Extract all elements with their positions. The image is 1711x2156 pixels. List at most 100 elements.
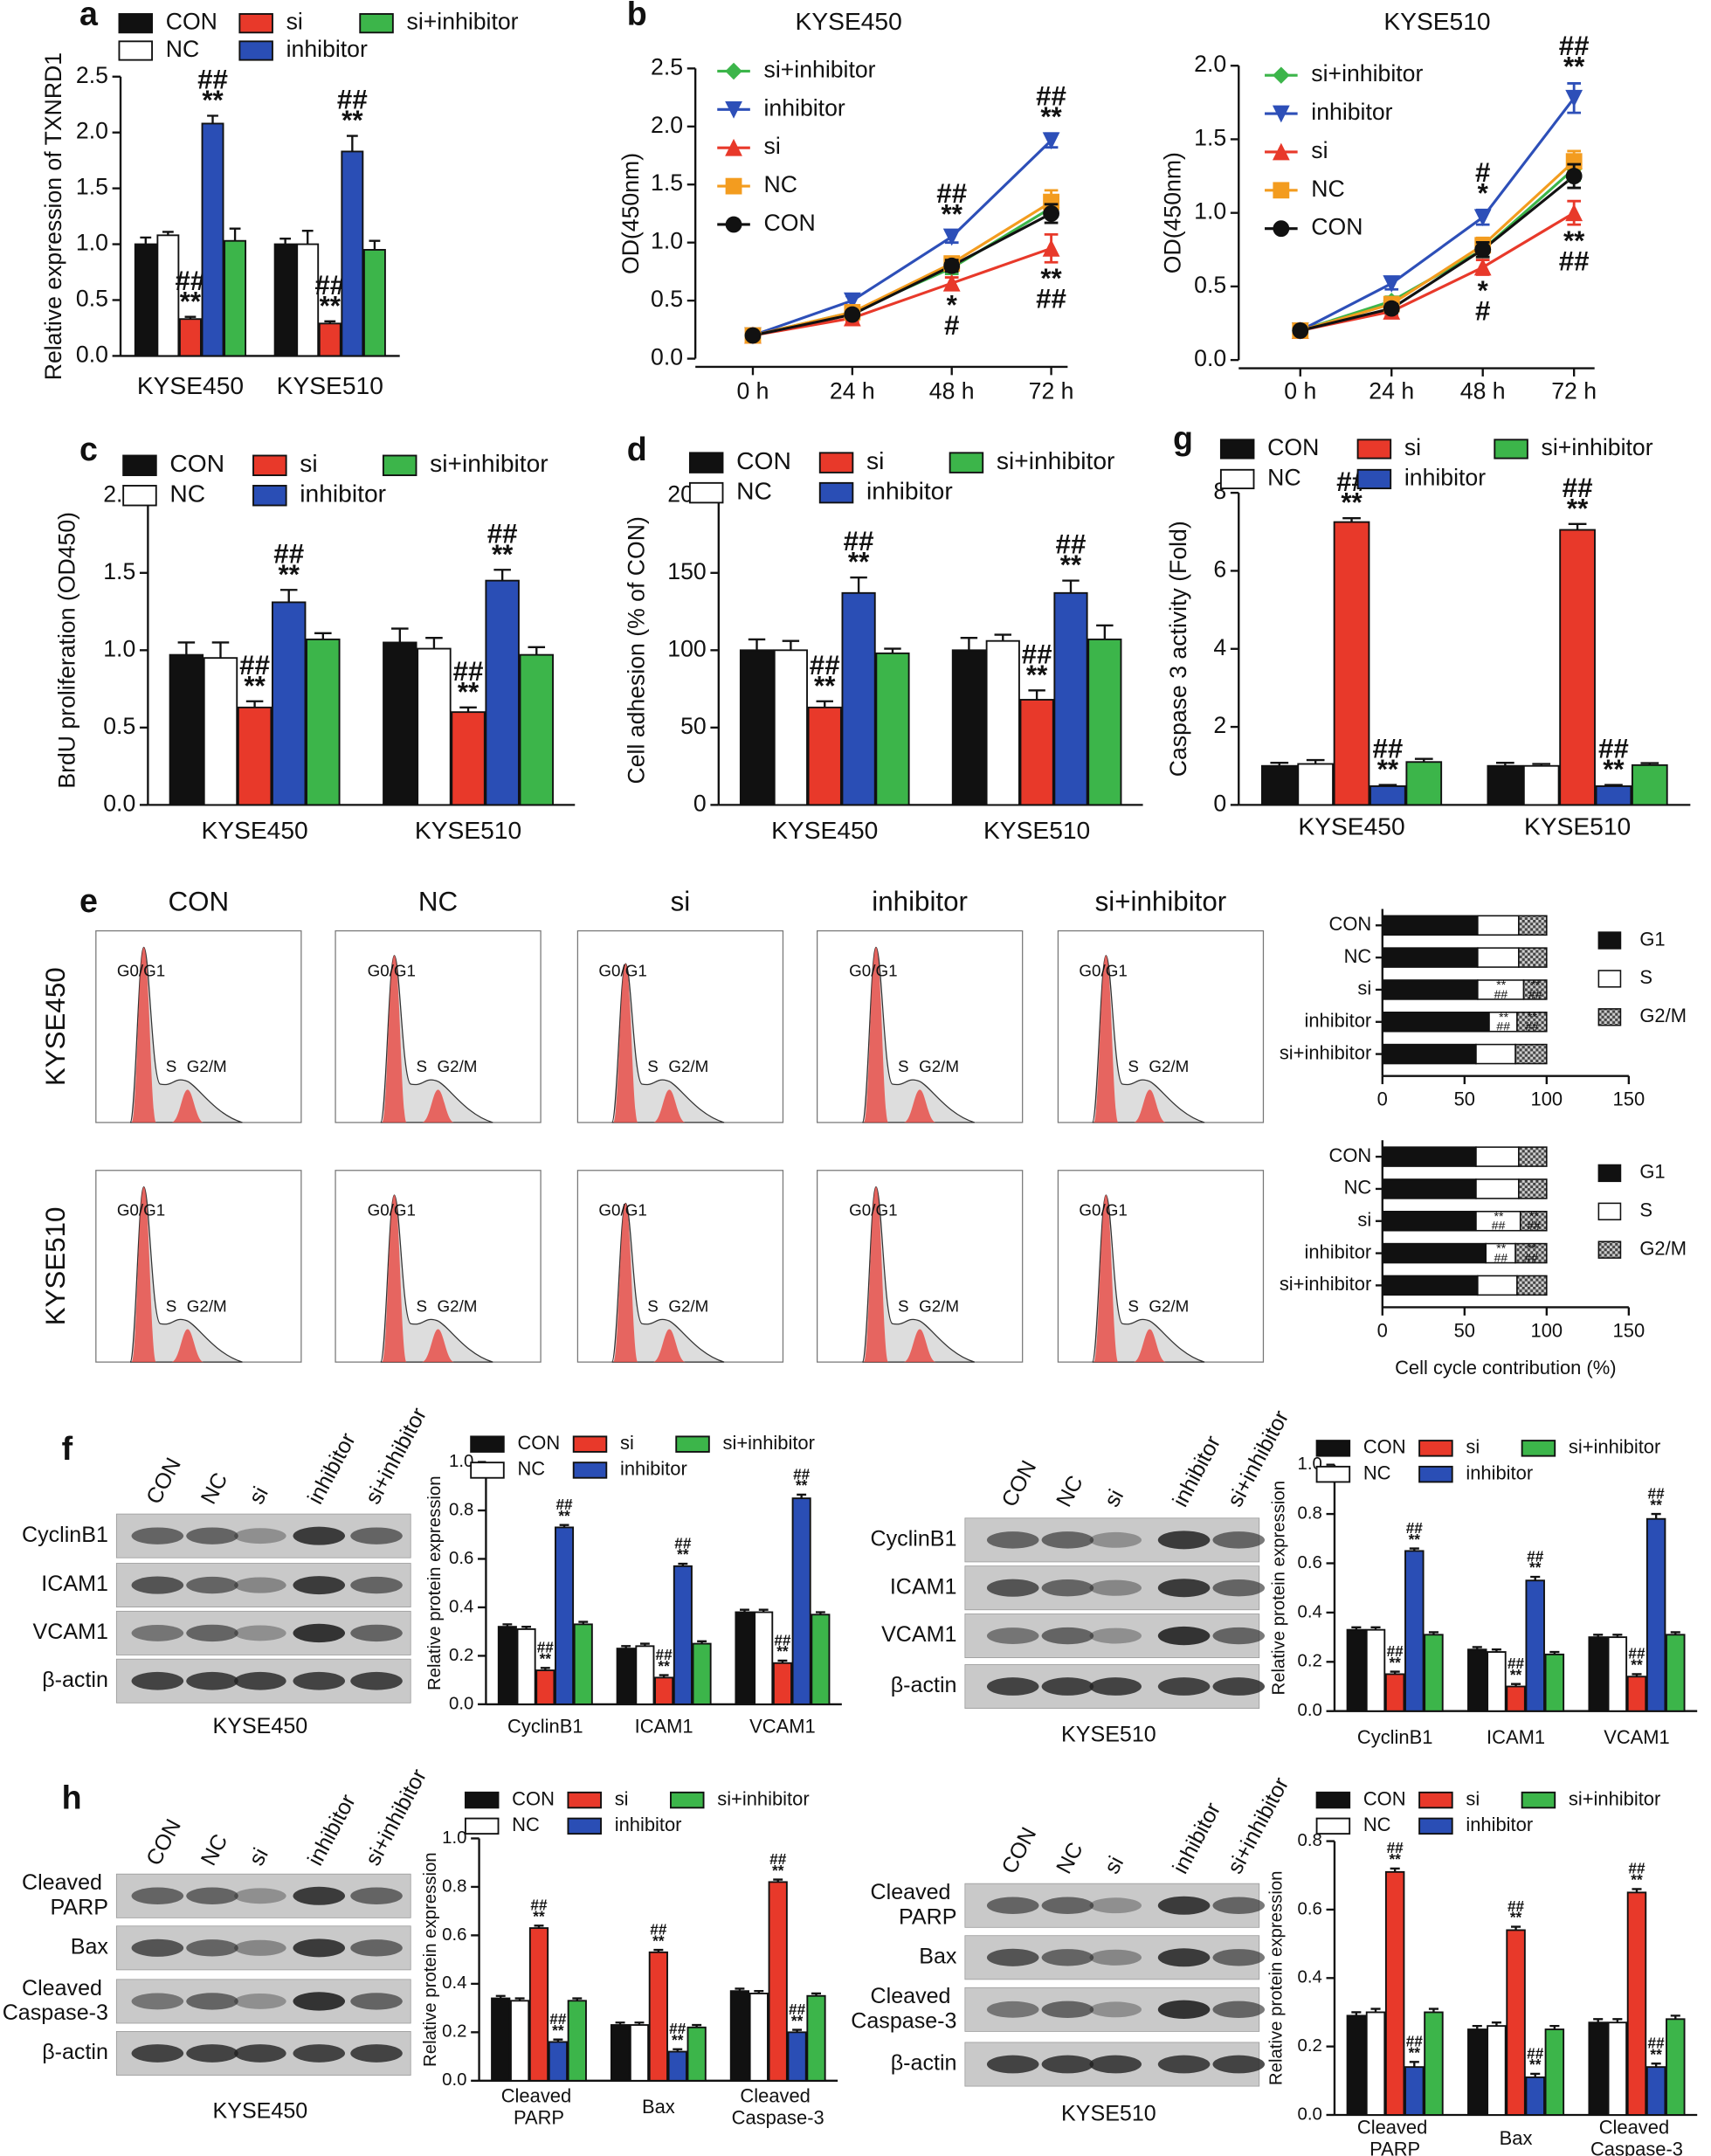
significance-label: **	[1510, 1909, 1522, 1926]
significance-label: **	[1389, 1850, 1401, 1868]
series-line	[752, 246, 1052, 337]
blot-band	[1041, 1579, 1094, 1597]
significance-label: ##	[1387, 1642, 1404, 1660]
y-tick-label: 0.6	[449, 1549, 473, 1568]
error-bar	[514, 1997, 525, 2001]
error-bar	[659, 1674, 669, 1678]
bar	[1607, 2021, 1628, 2116]
x-tick-label: KYSE510	[1524, 812, 1631, 840]
bar	[451, 711, 486, 806]
legend-swatch	[252, 485, 287, 507]
bar	[667, 2050, 687, 2082]
y-tick-label: NC	[1344, 1177, 1372, 1199]
significance-label: **	[1040, 263, 1062, 294]
peak-g1	[613, 964, 638, 1123]
protein-label: CyclinB1	[871, 1526, 957, 1551]
legend-swatch	[949, 452, 984, 473]
blot-band	[986, 2055, 1039, 2074]
error-bar	[782, 639, 800, 651]
legend-swatch	[1597, 931, 1622, 950]
y-tick-label: CON	[1329, 1144, 1372, 1166]
significance-label: **	[1603, 754, 1625, 784]
legend-swatch	[122, 454, 157, 476]
blot-band	[131, 1527, 184, 1544]
error-bar	[1549, 1650, 1560, 1655]
significance-label: **	[1530, 978, 1540, 992]
error-bar	[1532, 763, 1551, 766]
error-bar	[754, 1990, 764, 1994]
legend-label: NC	[166, 36, 199, 62]
blot-band	[1157, 1948, 1211, 1967]
error-bar	[1530, 1575, 1541, 1581]
error-bar	[1612, 1634, 1623, 1638]
legend-label: CON	[169, 449, 224, 477]
x-tick-label: 50	[1454, 1088, 1475, 1110]
significance-label: **	[942, 198, 963, 229]
series-line	[752, 212, 1052, 337]
legend-label: inhibitor	[1404, 464, 1486, 490]
blot-band	[350, 1576, 403, 1594]
peak-label: G2/M	[919, 1057, 959, 1075]
y-tick-label: 6	[1213, 556, 1226, 582]
legend-swatch	[470, 1435, 505, 1453]
legend-label: G2/M	[1639, 1237, 1687, 1259]
blot-band	[1089, 2001, 1142, 2018]
significance-label: **	[1526, 1241, 1535, 1255]
lane-label: si	[245, 1482, 273, 1508]
legend-label: si+inhibitor	[407, 9, 519, 35]
bar	[1019, 699, 1054, 806]
bar	[1384, 1673, 1405, 1712]
bar	[1404, 2066, 1425, 2116]
x-tick-label: KYSE510	[415, 816, 521, 844]
bar	[648, 1951, 668, 2082]
bar-segment	[1382, 1178, 1477, 1199]
peak-label: S	[647, 1057, 659, 1075]
y-tick-label: 0.5	[76, 286, 108, 312]
error-bar	[459, 706, 477, 713]
bar	[306, 638, 341, 806]
error-bar	[1511, 1925, 1521, 1931]
panel-label: f	[62, 1430, 73, 1467]
error-bar	[1670, 1631, 1680, 1635]
bar	[548, 2041, 569, 2082]
bar	[1626, 1891, 1647, 2116]
x-tick-label: Cleaved PARP	[1357, 2116, 1433, 2156]
y-tick-label: 0.2	[1298, 1652, 1322, 1671]
significance-label: ##	[273, 538, 304, 569]
marker	[1292, 322, 1309, 339]
x-tick-label: 0 h	[1284, 378, 1316, 404]
error-bar	[521, 1625, 532, 1629]
blot-band	[1041, 1897, 1094, 1914]
bar	[768, 1881, 788, 2082]
peak-g1	[1094, 955, 1119, 1123]
error-bar	[1390, 1670, 1400, 1675]
blot-band	[1212, 1579, 1266, 1597]
y-axis-label: Cell adhesion (% of CON)	[623, 516, 649, 784]
significance-label: **	[1650, 1496, 1662, 1513]
histogram-grey	[1091, 955, 1205, 1123]
blot-band	[234, 1939, 286, 1956]
bar	[362, 249, 386, 357]
y-tick-label: inhibitor	[1304, 1240, 1371, 1262]
error-bar	[884, 647, 901, 653]
blot-band	[293, 1886, 346, 1905]
blot-band	[1041, 1949, 1094, 1966]
significance-label: ##	[1494, 1251, 1507, 1265]
legend-swatch	[1315, 1440, 1351, 1457]
legend-label: si+inhibitor	[764, 57, 876, 83]
legend-label: G1	[1639, 928, 1665, 950]
bar	[497, 1626, 517, 1705]
bar	[224, 239, 247, 357]
legend-label: S	[1639, 1199, 1652, 1221]
legend-label: NC	[1363, 1814, 1391, 1835]
peak-label: G2/M	[1149, 1296, 1189, 1315]
significance-label: ##	[1563, 473, 1593, 503]
error-bar	[615, 2021, 625, 2026]
y-tick-label: 0.6	[1298, 1899, 1322, 1918]
legend-swatch	[1315, 1817, 1351, 1835]
bar	[1297, 763, 1335, 806]
bar	[985, 639, 1020, 806]
error-bar	[528, 646, 546, 655]
error-bar	[673, 2048, 683, 2052]
y-tick-label: 0.4	[442, 1973, 466, 1993]
